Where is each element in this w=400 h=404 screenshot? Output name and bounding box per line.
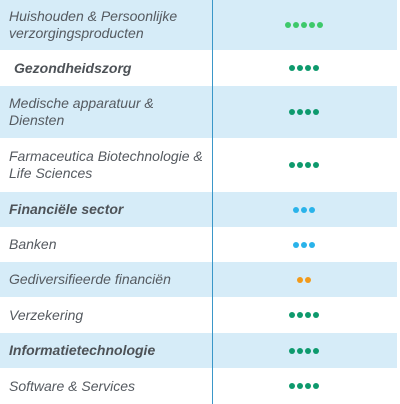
rating-dots bbox=[296, 276, 311, 283]
rating-dots bbox=[288, 347, 319, 354]
row-label: Software & Services bbox=[0, 368, 213, 404]
row-label: Gediversifieerde financiën bbox=[0, 262, 213, 297]
rating-dot bbox=[288, 162, 295, 168]
rating-dot bbox=[296, 383, 303, 389]
table-row: Gediversifieerde financiën bbox=[0, 262, 397, 297]
rating-cell bbox=[213, 297, 397, 333]
row-label: Gezondheidszorg bbox=[0, 50, 213, 86]
row-label: Informatietechnologie bbox=[0, 333, 213, 368]
rating-dot bbox=[312, 65, 319, 71]
rating-cell bbox=[213, 138, 397, 192]
rating-dots bbox=[288, 65, 319, 71]
rating-dot bbox=[304, 383, 311, 389]
rating-dot bbox=[300, 241, 307, 248]
rating-dots bbox=[288, 162, 319, 168]
rating-dot bbox=[304, 312, 311, 318]
table-row: Farmaceutica Biotechnologie & Life Scien… bbox=[0, 138, 397, 192]
rating-cell bbox=[213, 333, 397, 368]
rating-dot bbox=[308, 241, 315, 248]
rating-cell bbox=[213, 368, 397, 404]
rating-dot bbox=[304, 162, 311, 168]
row-label: Financiële sector bbox=[0, 192, 213, 227]
rating-dots bbox=[292, 206, 315, 213]
rating-dot bbox=[288, 109, 295, 115]
rating-cell bbox=[213, 262, 397, 297]
rating-dot bbox=[292, 206, 299, 213]
rating-dot bbox=[308, 22, 315, 28]
rating-dot bbox=[288, 65, 295, 71]
rating-dot bbox=[296, 109, 303, 115]
rating-dot bbox=[296, 276, 303, 283]
rating-dot bbox=[312, 312, 319, 318]
rating-dot bbox=[300, 22, 307, 28]
rating-dots bbox=[288, 312, 319, 318]
rating-dot bbox=[292, 241, 299, 248]
row-label: Farmaceutica Biotechnologie & Life Scien… bbox=[0, 138, 213, 192]
rating-dot bbox=[296, 312, 303, 318]
rating-cell bbox=[213, 0, 397, 50]
table-row: Huishouden & Persoonlijke verzorgingspro… bbox=[0, 0, 397, 50]
rating-dot bbox=[304, 65, 311, 71]
table-row: Verzekering bbox=[0, 297, 397, 333]
row-label: Verzekering bbox=[0, 297, 213, 333]
rating-dot bbox=[312, 347, 319, 354]
rating-cell bbox=[213, 227, 397, 262]
row-label: Huishouden & Persoonlijke verzorgingspro… bbox=[0, 0, 213, 50]
rating-dot bbox=[296, 65, 303, 71]
rating-cell bbox=[213, 50, 397, 86]
rating-cell bbox=[213, 86, 397, 138]
table-row: Medische apparatuur & Diensten bbox=[0, 86, 397, 138]
rating-dot bbox=[300, 206, 307, 213]
rating-dot bbox=[284, 22, 291, 28]
rating-dot bbox=[292, 22, 299, 28]
table-row: Gezondheidszorg bbox=[0, 50, 397, 86]
row-label: Banken bbox=[0, 227, 213, 262]
rating-dots bbox=[292, 241, 315, 248]
rating-dot bbox=[304, 276, 311, 283]
rating-dot bbox=[296, 347, 303, 354]
rating-dots bbox=[288, 109, 319, 115]
rating-dot bbox=[304, 109, 311, 115]
rating-dot bbox=[288, 312, 295, 318]
table-row: Financiële sector bbox=[0, 192, 397, 227]
rating-dots bbox=[288, 383, 319, 389]
rating-dot bbox=[312, 162, 319, 168]
rating-dot bbox=[312, 109, 319, 115]
rating-dot bbox=[316, 22, 323, 28]
rating-dots bbox=[284, 22, 323, 28]
row-label: Medische apparatuur & Diensten bbox=[0, 86, 213, 138]
rating-dot bbox=[312, 383, 319, 389]
rating-dot bbox=[304, 347, 311, 354]
rating-dot bbox=[288, 383, 295, 389]
rating-cell bbox=[213, 192, 397, 227]
rating-dot bbox=[308, 206, 315, 213]
table-row: Banken bbox=[0, 227, 397, 262]
table-row: Software & Services bbox=[0, 368, 397, 404]
rating-dot bbox=[296, 162, 303, 168]
rating-dot bbox=[288, 347, 295, 354]
table-row: Informatietechnologie bbox=[0, 333, 397, 368]
